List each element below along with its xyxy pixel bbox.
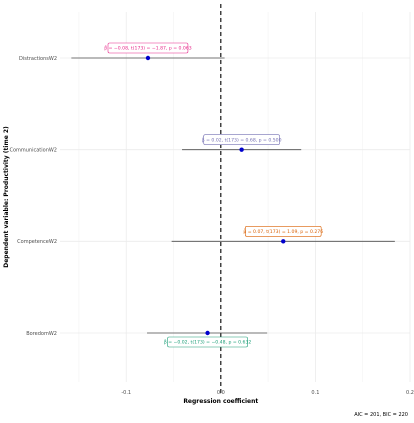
x-tick-label: 0.2 [406, 390, 414, 396]
estimate-point [281, 239, 286, 244]
y-axis-title: Dependent variable: Productivity (time 2… [3, 126, 10, 268]
x-tick-label: -0.1 [121, 390, 131, 396]
x-tick-label: 0.1 [311, 390, 319, 396]
terms-group: DistractionsW2 β̂ = −0.08, t(173) = −1.87… [9, 42, 395, 348]
y-tick-label: BoredomW2 [26, 331, 57, 337]
x-axis-title: Regression coefficient [183, 398, 258, 405]
annotation-label: β̂ = −0.08, t(173) = −1.87, p = 0.063 [104, 45, 192, 52]
estimate-point [205, 330, 210, 336]
annotation-label: β̂ = 0.02, t(173) = 0.68, p = 0.500 [202, 136, 282, 143]
y-tick-label: CommunicationW2 [9, 147, 57, 153]
annotation-label: β̂ = 0.07, t(173) = 1.09, p = 0.276 [243, 228, 323, 235]
y-tick-label: CompetenceW2 [17, 239, 57, 245]
annotation-box [107, 42, 189, 54]
grid-lines [60, 12, 411, 382]
estimate-point [239, 147, 244, 152]
estimate-point [145, 55, 151, 61]
x-tick-labels: -0.1 0.0 0.1 0.2 [121, 390, 414, 396]
annotation-label: β̂ = −0.02, t(173) = −0.48, p = 0.632 [164, 339, 252, 346]
annotation-box [167, 336, 248, 348]
annotation-box [203, 134, 280, 145]
annotation-box [245, 226, 322, 237]
y-tick-label: DistractionsW2 [19, 56, 57, 62]
x-tick-label: 0.0 [217, 390, 225, 396]
model-fit-caption: AIC = 201, BIC = 220 [354, 412, 408, 418]
